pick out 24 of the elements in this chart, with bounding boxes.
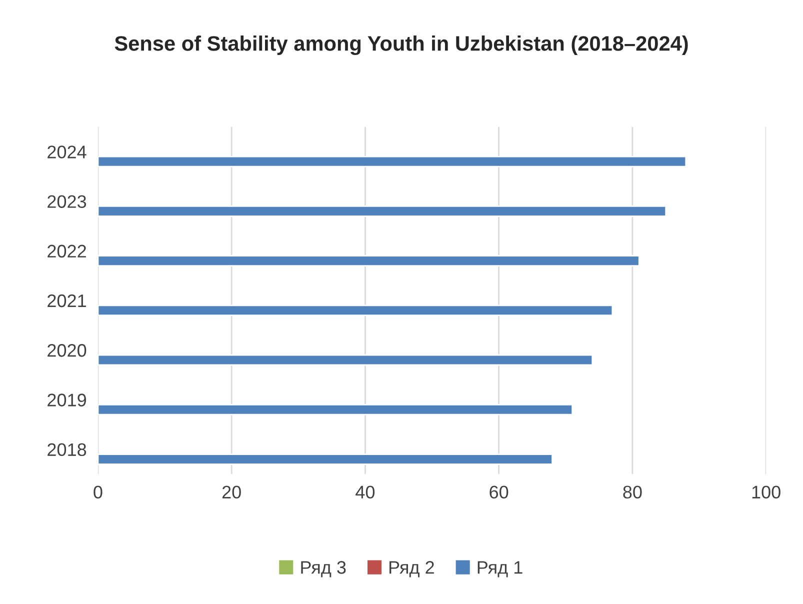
chart-title: Sense of Stability among Youth in Uzbekistan (2018–2024)	[114, 36, 688, 56]
y-tick-label: 2020	[48, 344, 86, 357]
y-tick-label: 2018	[48, 443, 86, 456]
legend-label: Ряд 2	[390, 561, 434, 578]
y-tick-label: 2023	[48, 195, 86, 208]
x-tick-label: 60	[490, 486, 508, 499]
bar	[98, 304, 614, 316]
bar	[98, 454, 553, 465]
x-tick-label: 0	[94, 486, 102, 499]
y-tick-label: 2022	[48, 244, 86, 258]
y-tick-label: 2021	[48, 294, 86, 308]
legend-label: Ряд 1	[478, 561, 522, 578]
bar	[98, 255, 640, 266]
x-tick-label: 80	[623, 486, 642, 499]
x-tick-label: 20	[222, 486, 241, 499]
bar	[98, 156, 687, 168]
bar	[98, 354, 594, 366]
legend-label: Ряд 3	[301, 561, 346, 578]
x-tick-label: 100	[752, 486, 780, 499]
y-tick-label: 2024	[48, 146, 86, 158]
y-tick-label: 2019	[48, 394, 86, 406]
bar	[98, 206, 667, 217]
bar	[98, 404, 574, 416]
x-tick-label: 40	[356, 486, 375, 499]
